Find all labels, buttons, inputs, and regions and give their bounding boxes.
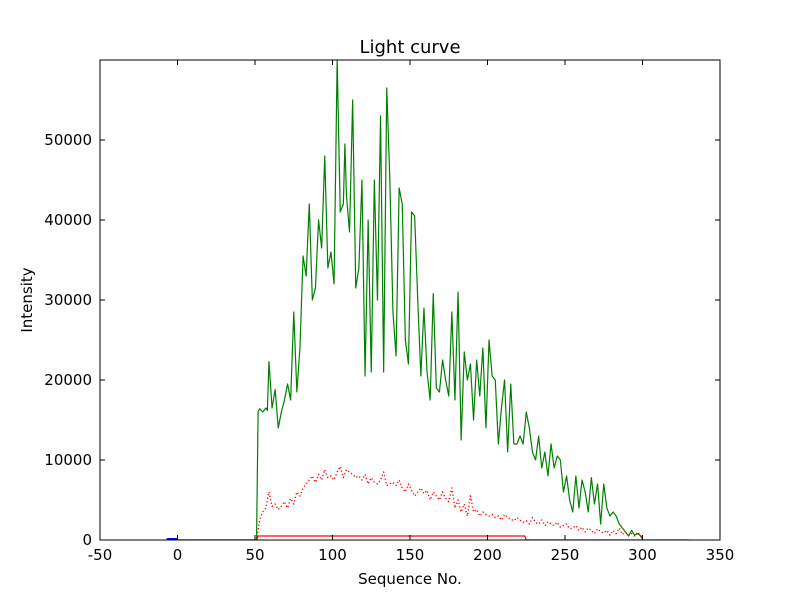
series-0-line xyxy=(169,60,644,540)
x-tick-label: 350 xyxy=(706,546,735,564)
x-tick-label: 200 xyxy=(473,546,502,564)
x-tick-label: 250 xyxy=(551,546,580,564)
y-tick-label: 20000 xyxy=(44,371,92,389)
x-tick-label: 300 xyxy=(628,546,657,564)
x-tick-label: 150 xyxy=(396,546,425,564)
y-axis-label: Intensity xyxy=(18,267,36,332)
x-tick-label: 50 xyxy=(245,546,264,564)
y-tick-label: 0 xyxy=(82,531,92,549)
x-axis-label: Sequence No. xyxy=(358,570,462,588)
y-tick-label: 30000 xyxy=(44,291,92,309)
series-2-line xyxy=(177,535,689,540)
y-tick-label: 10000 xyxy=(44,451,92,469)
chart-title: Light curve xyxy=(359,37,460,58)
y-tick-label: 40000 xyxy=(44,211,92,229)
series-1-line xyxy=(255,465,644,540)
x-tick-label: 100 xyxy=(318,546,347,564)
x-axis-ticks: -50 0 50 100 150 200 250 300 350 xyxy=(88,60,735,564)
y-axis-ticks: 0 10000 20000 30000 40000 50000 xyxy=(44,131,720,549)
x-tick-label: -50 xyxy=(88,546,113,564)
x-tick-label: 0 xyxy=(173,546,183,564)
y-tick-label: 50000 xyxy=(44,131,92,149)
